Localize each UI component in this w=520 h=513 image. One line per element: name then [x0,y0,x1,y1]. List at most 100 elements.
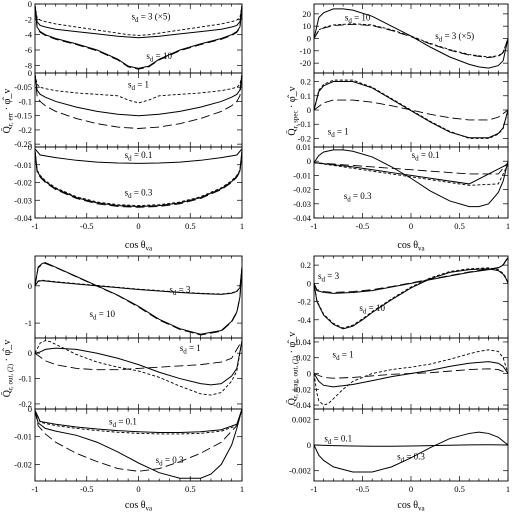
panel-1: 0 -2 -4 -6 -8 sd = 3 (×5) sd = 10 [25,0,243,74]
y-tick-label: -0.03 [14,195,32,205]
series-annotation: sd = 0.3 [397,452,425,465]
x-tick-label: -0.5 [356,221,369,231]
y-tick-label: -0.05 [14,82,32,92]
x-tick-label: -1 [31,484,38,494]
series-line [313,81,509,139]
x-tick-label: 1 [240,221,244,231]
x-tick-label: -1 [310,221,317,231]
y-tick-label: 0.2 [300,260,311,270]
y-tick-label: -0.4 [298,315,312,325]
y-tick-label: 0 [307,278,311,288]
y-tick-label: -0.25 [14,139,32,149]
x-tick-label: 0.5 [454,221,465,231]
y-tick-label: -0.002 [289,466,311,476]
series-line [313,8,509,69]
y-axis-label: Q̄r, err · φ̂_v [1,89,14,134]
series-line [34,5,243,70]
panel-2: 0 -0.1 -0.2 sd = 1 [19,337,243,410]
x-tick-label: -0.5 [80,484,93,494]
x-tick-label: 0 [136,221,140,231]
panel-3: 0 -0.01 -0.02 sd = 0.1 sd = 0.3 -1 -0.5 0 0.5 1 [14,404,244,494]
series-annotation: sd = 3 [169,285,191,298]
series-annotation: sd = 0.3 [156,455,184,468]
panel-1: 0 -1 sd = 3 sd = 10 [25,255,243,339]
x-tick-label: 0.5 [454,484,465,494]
series-line [34,408,243,479]
series-annotation: sd = 1 [180,343,201,356]
x-axis-label: cos θva [397,240,425,253]
panel-2: 0.2 0.1 0 -0.1 -0.2 sd = 1 [298,72,509,148]
y-tick-label: -0.2 [19,399,32,409]
series-line [313,268,509,330]
x-tick-label: 0 [409,221,413,231]
x-tick-label: -1 [31,221,38,231]
series-line [34,5,243,69]
panel-frame [313,3,509,74]
series-line [313,444,509,447]
series-annotation: sd = 1 [328,126,349,139]
panel-frame [34,255,243,339]
y-tick-label: -0.02 [14,459,32,469]
x-tick-label: 0.5 [185,484,196,494]
y-tick-label: -0.02 [293,185,311,195]
y-tick-label: -10 [300,46,311,56]
series-annotation: sd = 0.1 [412,150,440,163]
panel-2: 0 -0.05 -0.1 -0.15 -0.2 -0.25 sd = 1 [14,68,243,149]
y-axis-label: Q̄r, out, (2) · φ̂_v [1,340,14,398]
y-tick-label: -2 [25,14,32,24]
series-line [313,23,509,59]
y-tick-label: 0 [28,281,32,291]
y-tick-label: 0 [307,369,311,379]
y-tick-label: -6 [25,45,32,55]
y-tick-label: 0.2 [300,77,311,87]
series-line [313,267,509,329]
series-line [34,340,243,396]
series-annotation: sd = 0.1 [109,416,137,429]
y-tick-label: 0.01 [296,142,311,152]
series-line [34,262,243,336]
x-axis-label: cos θva [125,500,153,513]
y-tick-label: 0 [28,142,32,152]
series-line [313,149,509,208]
series-line [34,262,243,335]
series-line [313,257,509,293]
y-tick-label: -0.01 [293,170,311,180]
y-tick-label: 20 [303,9,312,19]
panel-3: 0 -0.01 -0.02 -0.03 -0.04 sd = 0.1 sd = 0.3 -1 -… [14,142,244,231]
series-line [313,162,509,185]
series-annotation: sd = 0.3 [125,187,153,200]
x-tick-label: -0.5 [356,484,369,494]
y-tick-label: 10 [303,21,312,31]
series-line [34,267,243,295]
series-annotation: sd = 1 [128,79,149,92]
x-axis-label: cos θva [125,240,153,253]
series-line [313,162,509,175]
x-tick-label: 1 [506,484,510,494]
x-tick-label: 0 [409,484,413,494]
y-tick-label: -0.04 [293,213,311,223]
panel-frame [34,408,243,482]
series-line [34,148,243,164]
series-annotation: sd = 0.1 [324,434,352,447]
series-annotation: sd = 10 [146,51,172,64]
chart-3: 0-1sd = 3sd = 100-0.1-0.2sd = 10-0.01-0.… [1,255,244,513]
y-tick-label: -4 [25,30,33,40]
series-line [34,408,243,472]
y-tick-label: 0 [307,105,311,115]
series-line [34,5,243,39]
y-tick-label: -1 [25,318,32,328]
series-line [313,23,509,58]
y-tick-label: -0.01 [14,160,32,170]
y-tick-label: 0 [307,440,311,450]
y-tick-label: -0.2 [298,297,311,307]
series-line [313,99,509,121]
series-line [34,340,243,386]
y-tick-label: 0 [307,34,311,44]
chart-4: 0.20-0.2-0.4sd = 3sd = 100.040.020-0.02-… [286,255,510,513]
y-tick-label: -8 [25,60,32,70]
y-axis-label: Q̄r, drag, out, (2) · φ̂_v [286,332,299,405]
panel-3: 0.002 0 -0.002 sd = 0.1 sd = 0.3 -1 -0.5 0 0.5 1 [289,408,510,494]
series-line [34,150,243,207]
series-line [34,74,243,117]
